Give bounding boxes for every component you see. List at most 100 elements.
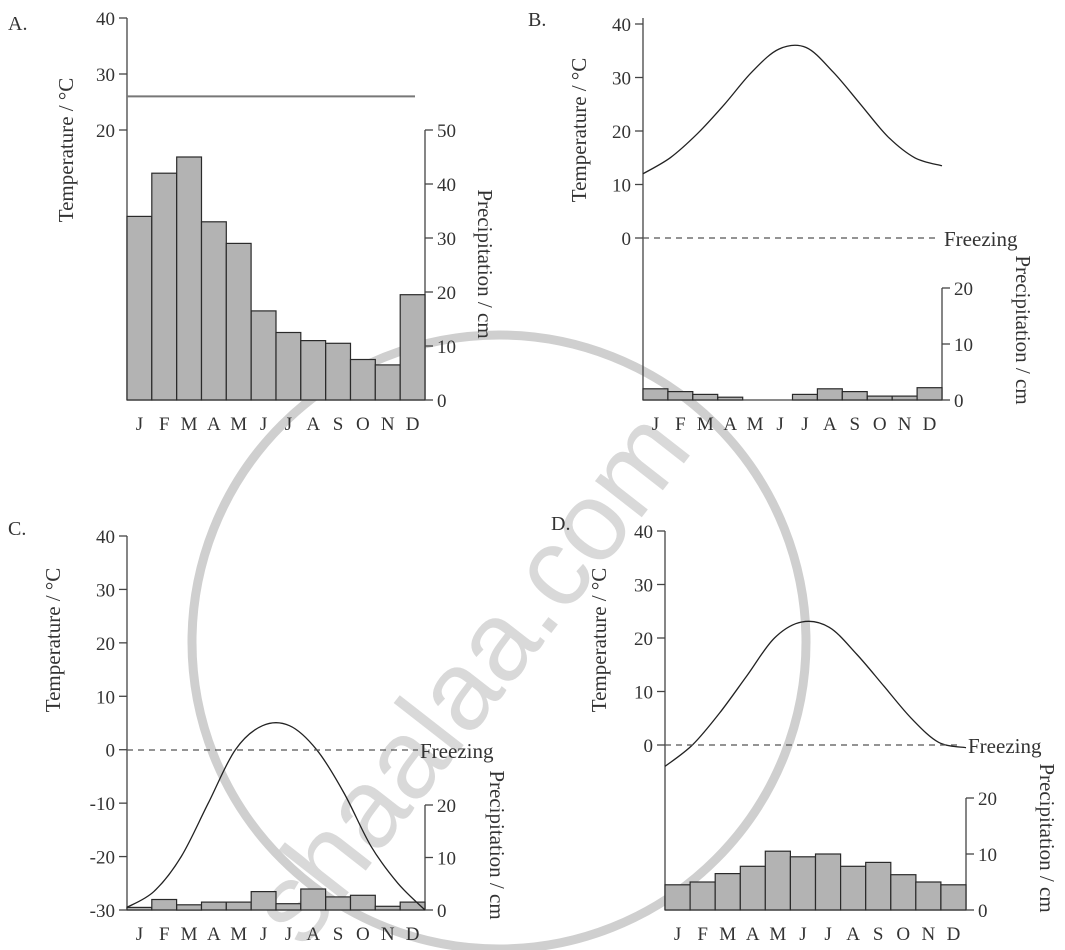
temp-tick-label: 0 <box>106 741 116 762</box>
month-tick-label: N <box>381 924 395 945</box>
month-tick-label: A <box>306 924 320 945</box>
precip-bar <box>814 853 842 911</box>
month-tick-label: F <box>697 924 708 945</box>
precip-bar <box>225 901 252 911</box>
temp-tick-label: 40 <box>96 9 115 30</box>
month-tick-label: D <box>406 414 420 435</box>
panel-a-bars <box>126 156 426 401</box>
temp-tick-label: 20 <box>634 629 653 650</box>
watermark-ring <box>187 330 811 950</box>
panel-d-label: D. <box>551 513 570 535</box>
month-tick-label: J <box>136 414 143 435</box>
precip-bar <box>915 881 942 911</box>
temp-tick-label: -30 <box>90 901 115 922</box>
precip-tick-label: 10 <box>437 337 456 358</box>
precip-tick-label: 50 <box>437 121 456 142</box>
precip-bar <box>176 904 203 911</box>
month-tick-label: J <box>260 414 267 435</box>
precip-tick-label: 10 <box>954 335 973 356</box>
temp-tick-label: 40 <box>634 522 653 543</box>
month-tick-label: O <box>896 924 910 945</box>
temp-tick-label: 30 <box>634 576 653 597</box>
precip-bar <box>692 393 719 401</box>
precip-tick-label: 10 <box>437 849 456 870</box>
precip-bar <box>126 906 153 911</box>
precip-bar <box>300 340 327 401</box>
month-tick-label: J <box>260 924 267 945</box>
month-tick-label: O <box>356 924 370 945</box>
panel-d-temp-ticks: 0 10 20 30 40 <box>634 522 665 757</box>
temp-tick-label: -20 <box>90 848 115 869</box>
precip-tick-label: 10 <box>978 845 997 866</box>
precip-bar <box>151 172 178 401</box>
month-tick-label: F <box>159 414 170 435</box>
precip-bar <box>865 861 892 911</box>
month-tick-label: J <box>285 924 292 945</box>
precip-tick-label: 40 <box>437 175 456 196</box>
month-tick-label: M <box>230 924 247 945</box>
precip-bar <box>789 856 817 911</box>
temp-tick-label: 30 <box>96 580 115 601</box>
month-tick-label: A <box>306 414 320 435</box>
panel-a-temp-ticks: 20 30 40 <box>96 9 127 142</box>
precip-bar <box>689 881 716 911</box>
panel-a-precip-ticks: 0 10 20 30 40 50 <box>425 121 456 412</box>
month-tick-label: A <box>846 924 860 945</box>
precip-bar <box>250 310 277 401</box>
panel-c-ylabel: Temperature / °C <box>41 568 65 713</box>
month-tick-label: O <box>356 414 370 435</box>
month-tick-label: D <box>406 924 420 945</box>
month-tick-label: J <box>652 414 659 435</box>
month-tick-label: S <box>333 414 344 435</box>
precip-bar <box>866 395 893 401</box>
panel-a-label: A. <box>8 13 27 35</box>
precip-bar <box>839 865 867 911</box>
panel-b-precip-ticks: 0 10 20 <box>942 279 973 412</box>
precip-tick-label: 20 <box>954 279 973 300</box>
month-tick-label: J <box>136 924 143 945</box>
precip-tick-label: 0 <box>437 901 447 922</box>
precip-bar <box>300 888 327 911</box>
month-tick-label: F <box>159 924 170 945</box>
panel-a-ylabel2: Precipitation / cm <box>473 189 497 338</box>
panel-d-temperature: Freezing <box>664 620 1042 767</box>
temperature-curve <box>126 722 426 911</box>
temp-tick-label: 20 <box>96 121 115 142</box>
panel-b-temp-ticks: 0 10 20 30 40 <box>612 15 643 250</box>
month-tick-label: J <box>799 924 806 945</box>
panel-b-bars <box>642 387 943 401</box>
temp-tick-label: 30 <box>612 69 631 90</box>
precip-bar <box>225 242 252 401</box>
month-tick-label: A <box>207 414 221 435</box>
month-tick-label: A <box>823 414 837 435</box>
month-tick-label: D <box>923 414 937 435</box>
month-tick-label: N <box>381 414 395 435</box>
precip-bar <box>151 898 178 911</box>
temp-tick-label: -10 <box>90 794 115 815</box>
precip-bar <box>325 896 352 911</box>
month-tick-label: J <box>824 924 831 945</box>
precip-bar <box>642 388 669 401</box>
precip-bar <box>200 221 227 401</box>
panel-d-bars <box>664 850 967 911</box>
precip-bar <box>325 342 352 401</box>
precip-tick-label: 20 <box>437 283 456 304</box>
month-tick-label: O <box>873 414 887 435</box>
precip-tick-label: 20 <box>437 796 456 817</box>
precip-bar <box>714 872 741 911</box>
precip-bar <box>940 884 967 911</box>
panel-c-ylabel2: Precipitation / cm <box>485 770 509 919</box>
month-tick-label: M <box>719 924 736 945</box>
precip-bar <box>126 215 153 401</box>
precip-bar <box>399 294 426 401</box>
panel-c: C. Temperature / °C Precipitation / cm F… <box>8 518 509 945</box>
precip-bar <box>250 890 277 911</box>
precip-bar <box>891 395 918 401</box>
freezing-label: Freezing <box>420 739 494 763</box>
month-tick-label: F <box>675 414 686 435</box>
panel-c-precip-ticks: 0 10 20 <box>425 796 456 922</box>
